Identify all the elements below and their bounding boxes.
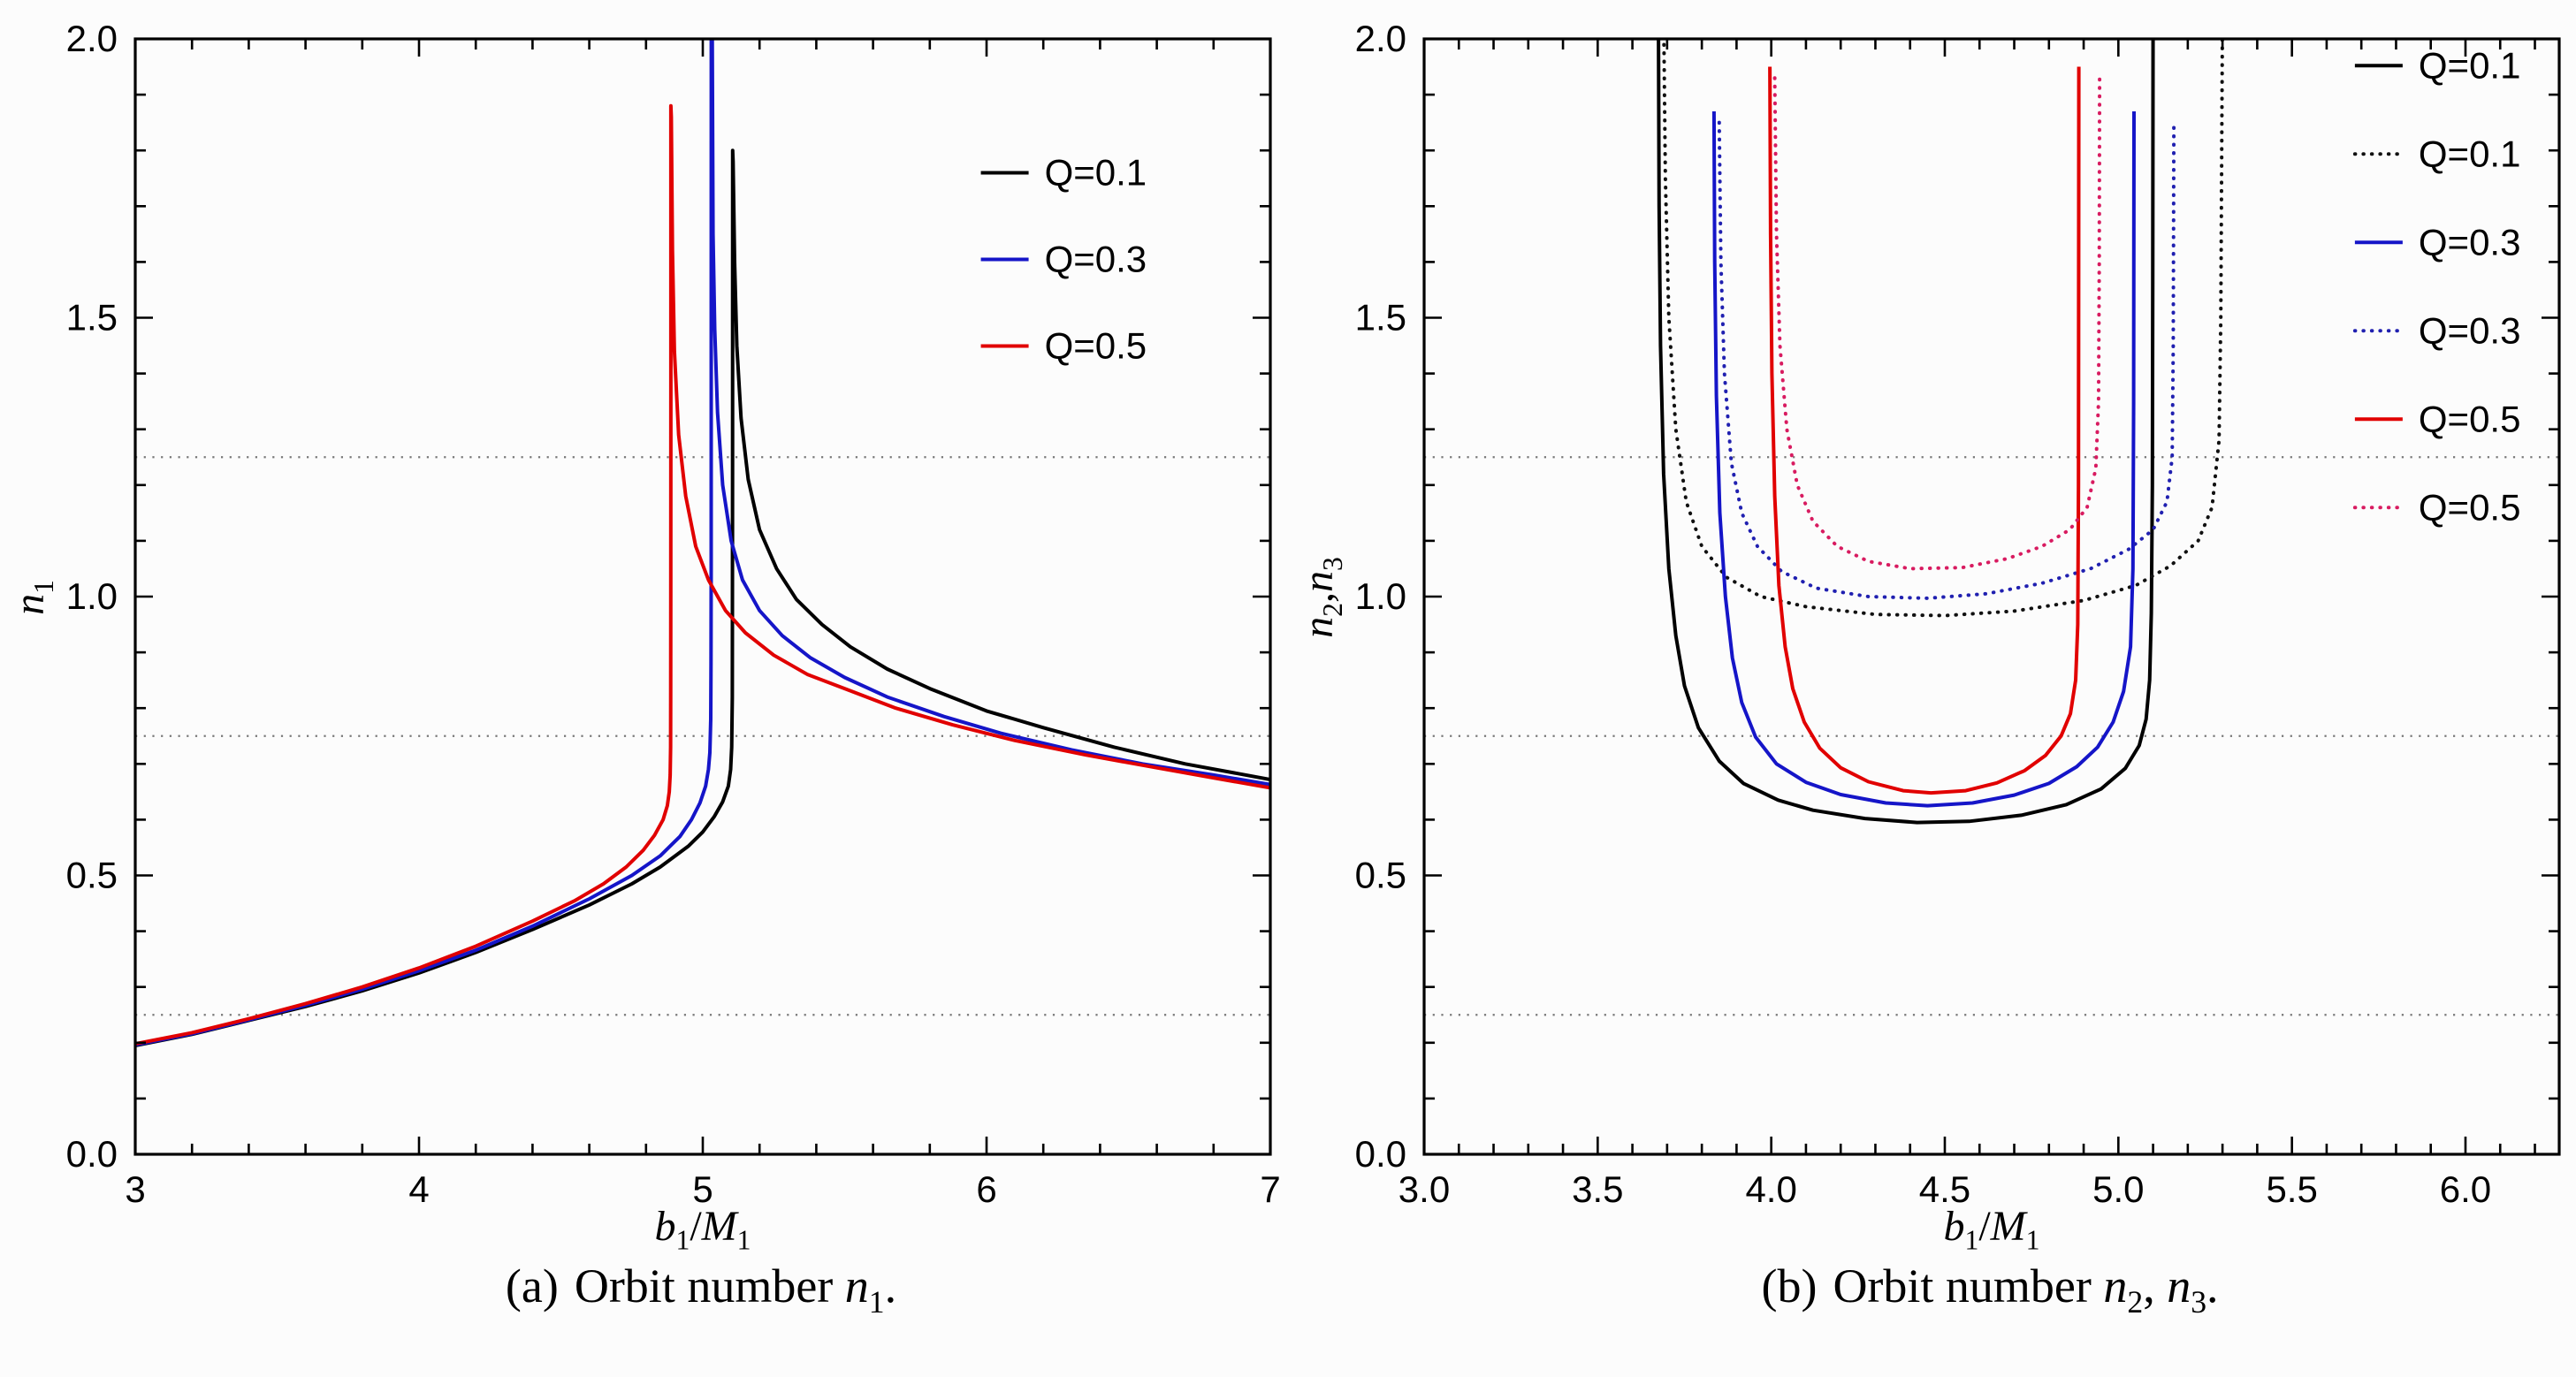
plot-area-b: 3.0 3.5 4.0 4.5 5.0 5.5 6.0 0.0 0.5 1.0 1.5 2.0 Q=0.… xyxy=(1292,16,2573,1256)
x-axis-label-a: b1/M1 xyxy=(654,1202,751,1257)
x-tick-label: 4.0 xyxy=(1745,1168,1796,1210)
series-Q03-n3 xyxy=(1717,120,2176,600)
series-Q01-n1 xyxy=(135,148,1270,1047)
y-tick-label: 1.0 xyxy=(1355,575,1406,617)
series-Q03-n2 xyxy=(1711,110,2136,808)
plot-area-a: 3 4 5 6 7 0.0 0.5 1.0 1.5 2.0 Q=0.1 Q=0.3 Q=0.5 n1 b… xyxy=(3,16,1284,1256)
y-axis-label-b: n2,n3 xyxy=(1294,557,1349,638)
figure: 3 4 5 6 7 0.0 0.5 1.0 1.5 2.0 Q=0.1 Q=0.3 Q=0.5 n1 b… xyxy=(3,16,2573,1320)
panel-a: 3 4 5 6 7 0.0 0.5 1.0 1.5 2.0 Q=0.1 Q=0.3 Q=0.5 n1 b… xyxy=(3,16,1284,1320)
x-tick-label: 6.0 xyxy=(2440,1168,2491,1210)
chart-b: 3.0 3.5 4.0 4.5 5.0 5.5 6.0 0.0 0.5 1.0 1.5 2.0 Q=0.… xyxy=(1292,16,2573,1253)
xlabel-b-base1: b xyxy=(1943,1203,1965,1250)
ylabel-b-sep: , xyxy=(1295,592,1343,603)
legend-label: Q=0.3 xyxy=(2419,309,2521,351)
caption-b-end: . xyxy=(2206,1259,2219,1312)
caption-a: (a) Orbit number n1. xyxy=(3,1259,1284,1320)
caption-b-math1: n2 xyxy=(2103,1259,2143,1320)
legend-label: Q=0.5 xyxy=(2419,398,2521,439)
ylabel-b-base2: n xyxy=(1295,571,1343,592)
legend-label: Q=0.3 xyxy=(2419,221,2521,262)
caption-a-ms1: 1 xyxy=(868,1283,885,1320)
x-tick-label: 5.5 xyxy=(2266,1168,2317,1210)
xlabel-b-sub2: 1 xyxy=(2025,1224,2040,1256)
series-Q05-n1 xyxy=(135,103,1270,1046)
plot-frame xyxy=(1422,37,2561,1156)
xlabel-b-sep: / xyxy=(1978,1203,1991,1250)
ylabel-b-sub2: 3 xyxy=(1316,557,1348,571)
chart-a: 3 4 5 6 7 0.0 0.5 1.0 1.5 2.0 Q=0.1 Q=0.3 Q=0.5 xyxy=(3,16,1284,1253)
xlabel-a-sub2: 1 xyxy=(736,1224,751,1256)
caption-b-ms1: 2 xyxy=(2127,1283,2144,1320)
caption-b-text: Orbit number xyxy=(1833,1259,2092,1312)
series-Q01-n2 xyxy=(1657,39,2155,825)
caption-a-tag: (a) xyxy=(505,1259,559,1312)
xlabel-a-sep: / xyxy=(690,1203,702,1250)
ylabel-b-sub1: 2 xyxy=(1316,603,1348,617)
x-axis-label-b: b1/M1 xyxy=(1943,1202,2039,1257)
caption-b-math2: n3 xyxy=(2167,1259,2206,1320)
y-axis-label-a: n1 xyxy=(5,580,60,615)
y-tick-label: 1.5 xyxy=(66,297,118,339)
legend-label: Q=0.3 xyxy=(1045,238,1147,279)
legend-label: Q=0.1 xyxy=(2419,44,2521,86)
caption-b-m2: n xyxy=(2167,1259,2191,1312)
y-tick-label: 1.5 xyxy=(1355,297,1406,339)
y-tick-label: 0.5 xyxy=(66,855,118,896)
y-tick-label: 0.0 xyxy=(66,1133,118,1175)
ylabel-a-sub1: 1 xyxy=(27,580,59,594)
ylabel-b-base1: n xyxy=(1295,616,1343,638)
legend-label: Q=0.1 xyxy=(2419,133,2521,174)
x-tick-label: 4 xyxy=(408,1168,429,1210)
caption-a-text: Orbit number xyxy=(574,1259,834,1312)
xlabel-b-sub1: 1 xyxy=(1964,1224,1979,1256)
caption-b-sep: , xyxy=(2143,1259,2168,1312)
legend-label: Q=0.1 xyxy=(1045,151,1147,193)
y-tick-label: 2.0 xyxy=(66,18,118,59)
caption-b-ms2: 3 xyxy=(2191,1283,2207,1320)
series-Q05-n2 xyxy=(1768,66,2081,795)
caption-b: (b) Orbit number n2, n3. xyxy=(1292,1259,2573,1320)
y-tick-label: 0.0 xyxy=(1355,1133,1406,1175)
panel-b: 3.0 3.5 4.0 4.5 5.0 5.5 6.0 0.0 0.5 1.0 1.5 2.0 Q=0.… xyxy=(1292,16,2573,1320)
y-tick-label: 1.0 xyxy=(66,575,118,617)
legend-label: Q=0.5 xyxy=(1045,324,1147,366)
caption-a-m1: n xyxy=(844,1259,869,1312)
x-tick-label: 3.0 xyxy=(1399,1168,1450,1210)
plot-frame xyxy=(133,37,1272,1156)
y-tick-label: 2.0 xyxy=(1355,18,1406,59)
caption-b-m1: n xyxy=(2103,1259,2128,1312)
x-tick-label: 5.0 xyxy=(2092,1168,2144,1210)
xlabel-a-sub1: 1 xyxy=(675,1224,690,1256)
ylabel-a-base1: n xyxy=(6,593,54,615)
y-tick-label: 0.5 xyxy=(1355,855,1406,896)
series-Q03-n1 xyxy=(135,39,1270,1047)
xlabel-a-base1: b xyxy=(654,1203,676,1250)
legend-label: Q=0.5 xyxy=(2419,486,2521,528)
x-tick-label: 4.5 xyxy=(1919,1168,1970,1210)
caption-a-end: . xyxy=(884,1259,897,1312)
xlabel-b-base2: M xyxy=(1990,1203,2026,1250)
x-tick-label: 7 xyxy=(1260,1168,1280,1210)
x-tick-label: 3 xyxy=(125,1168,145,1210)
caption-b-tag: (b) xyxy=(1761,1259,1818,1312)
x-tick-label: 6 xyxy=(976,1168,996,1210)
caption-a-math1: n1 xyxy=(844,1259,885,1320)
x-tick-label: 5 xyxy=(692,1168,713,1210)
series-Q01-n3 xyxy=(1662,39,2224,618)
series-Q05-n3 xyxy=(1772,76,2102,571)
x-tick-label: 3.5 xyxy=(1572,1168,1623,1210)
xlabel-a-base2: M xyxy=(701,1203,737,1250)
